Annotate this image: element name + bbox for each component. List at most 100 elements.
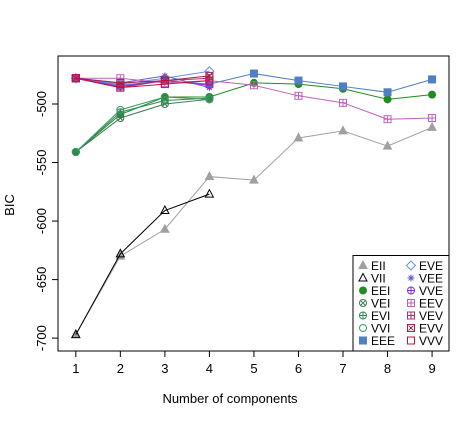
legend-marker — [407, 336, 415, 345]
marker-part — [359, 336, 367, 345]
marker — [160, 204, 170, 215]
x-tick-label: 9 — [428, 361, 435, 376]
series-line — [75, 97, 210, 153]
legend-label: EEI — [371, 284, 390, 298]
legend-marker — [407, 286, 415, 295]
y-tick-label: -500 — [34, 91, 49, 117]
series-line — [75, 98, 210, 153]
x-tick-label: 7 — [339, 361, 346, 376]
marker-part — [428, 90, 437, 99]
marker-part — [408, 325, 414, 331]
legend-label: EVI — [371, 309, 390, 323]
series-line — [75, 70, 210, 85]
marker — [427, 121, 437, 131]
marker — [116, 74, 125, 83]
marker-part — [204, 188, 215, 198]
marker — [204, 188, 215, 198]
marker — [428, 90, 437, 99]
marker-part — [117, 115, 124, 121]
x-tick-label: 5 — [250, 361, 257, 376]
legend-marker — [407, 324, 415, 332]
marker-part — [359, 324, 367, 332]
legend-label: EII — [371, 259, 386, 273]
legend-label: EEE — [371, 334, 395, 348]
marker-part — [249, 69, 258, 78]
marker — [71, 74, 80, 83]
marker-part — [116, 105, 125, 114]
legend-label: VVI — [371, 322, 390, 336]
marker — [428, 75, 437, 84]
series-line — [75, 77, 210, 89]
marker-part — [358, 272, 368, 282]
marker-part — [294, 76, 303, 85]
marker-part — [249, 174, 259, 184]
y-tick-label: -650 — [34, 267, 49, 293]
legend-label: VEE — [419, 272, 443, 286]
marker-part — [359, 299, 367, 307]
legend-marker — [359, 324, 367, 332]
marker-part — [338, 125, 348, 135]
marker-part — [407, 324, 415, 332]
marker — [205, 95, 214, 104]
legend-marker — [358, 272, 368, 282]
marker-part — [360, 300, 366, 306]
marker — [338, 125, 348, 135]
y-tick-label: -550 — [34, 150, 49, 176]
marker-part — [116, 83, 125, 92]
legend-marker — [359, 299, 367, 307]
marker-part — [205, 95, 214, 104]
marker — [249, 81, 258, 90]
marker — [115, 248, 126, 258]
marker — [204, 171, 215, 181]
legend-marker — [359, 286, 367, 295]
marker — [160, 80, 169, 89]
marker — [382, 140, 393, 150]
series-line — [75, 77, 210, 87]
legend-marker — [359, 311, 367, 320]
marker-part — [293, 132, 304, 142]
marker — [293, 132, 304, 142]
marker — [294, 76, 303, 85]
marker — [116, 83, 125, 92]
legend-label: EEV — [419, 297, 443, 311]
series-line — [75, 75, 210, 84]
marker — [205, 76, 214, 85]
marker — [116, 105, 125, 114]
x-axis-label: Number of components — [162, 391, 298, 406]
series-line — [75, 96, 210, 153]
legend-label: EVE — [419, 259, 443, 273]
marker — [383, 88, 392, 97]
legend-marker — [359, 336, 367, 345]
x-tick-label: 4 — [206, 361, 213, 376]
legend-marker — [358, 259, 368, 269]
marker-part — [407, 336, 415, 345]
legend-label: VVV — [419, 334, 443, 348]
marker — [160, 223, 170, 233]
marker-part — [160, 223, 170, 233]
marker-part — [204, 171, 215, 181]
legend-label: VII — [371, 272, 386, 286]
y-axis-label: BIC — [2, 194, 17, 216]
marker — [339, 82, 348, 91]
marker-part — [115, 248, 126, 258]
x-tick-label: 1 — [72, 361, 79, 376]
x-tick-label: 6 — [295, 361, 302, 376]
marker-part — [70, 329, 81, 339]
marker — [428, 114, 437, 123]
x-tick-label: 2 — [117, 361, 124, 376]
legend-marker — [407, 311, 415, 320]
legend-marker — [407, 299, 415, 307]
legend-box — [352, 255, 450, 352]
legend-label: VEI — [371, 297, 390, 311]
y-tick-label: -700 — [34, 325, 49, 351]
marker — [383, 95, 392, 104]
marker-part — [205, 71, 214, 80]
marker — [294, 91, 303, 100]
legend-label: VVE — [419, 284, 443, 298]
marker-part — [358, 259, 368, 269]
series-line — [75, 82, 433, 153]
marker-part — [339, 82, 348, 91]
marker-part — [383, 88, 392, 97]
marker — [160, 92, 169, 101]
